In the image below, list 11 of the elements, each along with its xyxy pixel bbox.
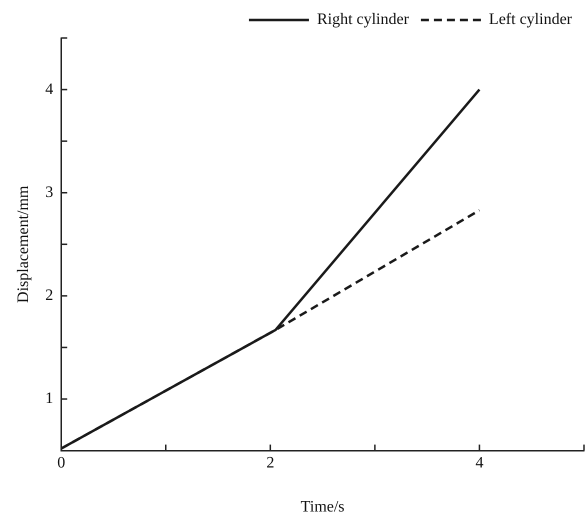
y-axis-title: Displacement/mm <box>14 185 32 303</box>
y-tick-label: 4 <box>45 80 54 98</box>
y-tick-label: 3 <box>45 184 54 201</box>
x-tick-label: 0 <box>57 454 66 472</box>
y-tick-label: 1 <box>45 390 54 408</box>
x-axis-title: Time/s <box>300 498 345 516</box>
y-tick-label: 2 <box>45 287 54 304</box>
x-tick-label: 2 <box>266 454 274 472</box>
legend-label: Right cylinder <box>316 11 410 28</box>
x-tick-label: 4 <box>475 454 484 472</box>
legend-label: Left cylinder <box>488 11 573 28</box>
